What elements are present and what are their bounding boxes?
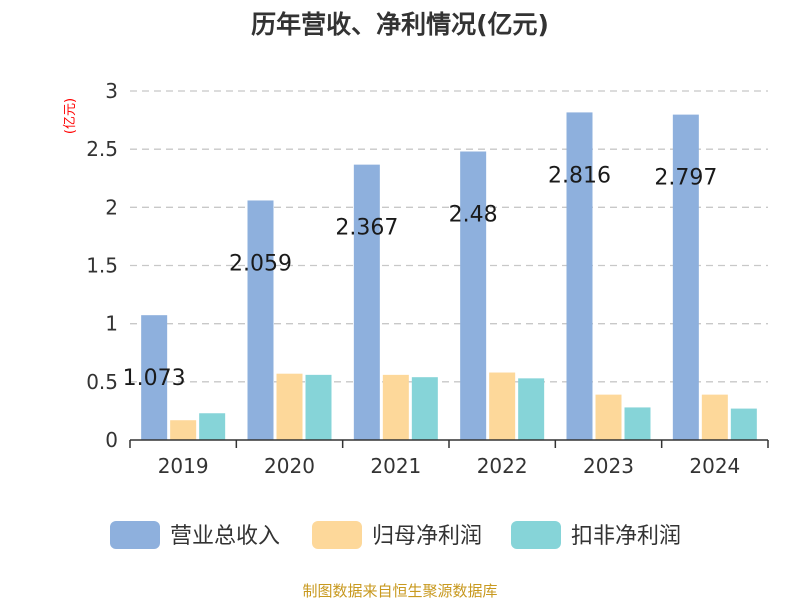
bar-2: [276, 373, 303, 440]
bar-3: [199, 413, 226, 440]
x-tick-label: 2020: [264, 454, 315, 478]
x-axis-ticks: 2019 2020 2021 2022 2023 2024: [158, 454, 741, 478]
y-tick-label: 0: [105, 428, 118, 452]
data-label: 2.367: [335, 216, 398, 241]
bar-3: [730, 408, 757, 440]
y-axis-ticks: 0 0.5 1 1.5 2 2.5 3: [86, 79, 118, 452]
bar-3: [411, 377, 438, 440]
bar-1: [247, 200, 274, 440]
legend-swatch: [110, 521, 160, 549]
bar-3: [518, 378, 545, 440]
x-tick-label: 2022: [477, 454, 528, 478]
bar-2: [489, 372, 516, 440]
legend-swatch: [312, 521, 362, 549]
legend-swatch: [511, 521, 561, 549]
data-label: 2.816: [548, 163, 611, 188]
legend-label: 扣非净利润: [571, 524, 681, 549]
data-label: 1.073: [123, 366, 186, 391]
bar-1: [566, 112, 593, 440]
source-note: 制图数据来自恒生聚源数据库: [302, 582, 497, 600]
chart-title: 历年营收、净利情况(亿元): [251, 10, 549, 39]
y-tick-label: 1: [105, 312, 118, 336]
x-tick-label: 2023: [583, 454, 634, 478]
y-tick-label: 1.5: [86, 254, 118, 278]
y-tick-label: 3: [105, 79, 118, 103]
bar-3: [624, 407, 651, 440]
data-label: 2.48: [449, 202, 498, 227]
y-axis-label: (亿元): [63, 98, 78, 134]
y-tick-label: 2: [105, 195, 118, 219]
data-label: 2.059: [229, 251, 292, 276]
bar-2: [170, 420, 197, 440]
y-tick-label: 2.5: [86, 137, 118, 161]
bar-1: [672, 114, 699, 441]
legend: 营业总收入 归母净利润 扣非净利润: [110, 521, 681, 549]
x-tick-label: 2021: [370, 454, 421, 478]
legend-label: 营业总收入: [170, 524, 280, 549]
x-tick-label: 2019: [158, 454, 209, 478]
legend-label: 归母净利润: [372, 524, 482, 549]
y-tick-label: 0.5: [86, 370, 118, 394]
bars: [141, 112, 757, 441]
data-label: 2.797: [654, 166, 717, 191]
bar-1: [460, 151, 487, 440]
bar-2: [382, 374, 409, 440]
bar-2: [701, 394, 728, 440]
x-axis: [129, 439, 769, 448]
x-tick-label: 2024: [689, 454, 740, 478]
bar-3: [305, 374, 332, 440]
data-labels: 1.073 2.059 2.367 2.48 2.816 2.797: [123, 163, 718, 391]
bar-1: [353, 164, 380, 440]
grid-lines: [130, 90, 768, 383]
bar-1: [141, 315, 168, 440]
bar-2: [595, 394, 622, 440]
